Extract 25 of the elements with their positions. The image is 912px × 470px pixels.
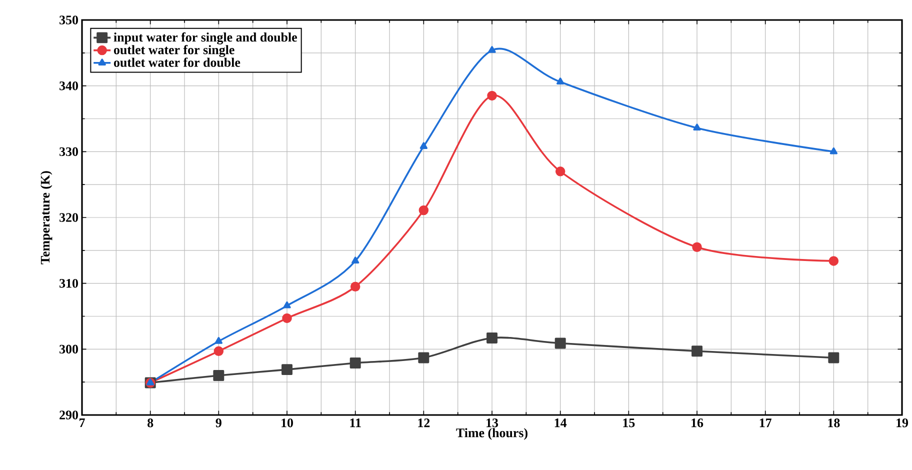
y-tick-label: 330	[60, 147, 78, 156]
x-tick-label: 12	[418, 418, 430, 428]
x-tick-label: 13	[486, 418, 498, 428]
y-tick-label: 320	[60, 213, 78, 222]
x-tick-label: 18	[828, 418, 840, 428]
x-tick-label: 19	[896, 418, 908, 428]
y-tick-label: 340	[60, 81, 78, 90]
y-tick-label: 310	[60, 278, 78, 288]
legend-label: input water for single and double	[114, 32, 297, 44]
x-tick-label: 17	[760, 418, 772, 428]
x-tick-label: 7	[79, 418, 85, 427]
y-tick-label: 300	[60, 344, 78, 354]
y-tick-label: 290	[60, 410, 78, 420]
y-tick-label: 350	[60, 16, 78, 24]
legend-label: outlet water for double	[114, 58, 240, 67]
x-tick-label: 9	[216, 418, 222, 428]
legend-label: outlet water for single	[114, 44, 234, 57]
y-axis-title: Temperature (K)	[40, 171, 52, 264]
x-tick-label: 16	[692, 418, 704, 428]
x-tick-label: 8	[148, 418, 154, 428]
x-tick-label: 11	[350, 418, 361, 428]
x-tick-label: 10	[282, 418, 293, 428]
x-axis-title: Time (hours)	[456, 428, 528, 440]
x-tick-label: 15	[623, 418, 635, 428]
x-tick-label: 14	[554, 418, 567, 428]
